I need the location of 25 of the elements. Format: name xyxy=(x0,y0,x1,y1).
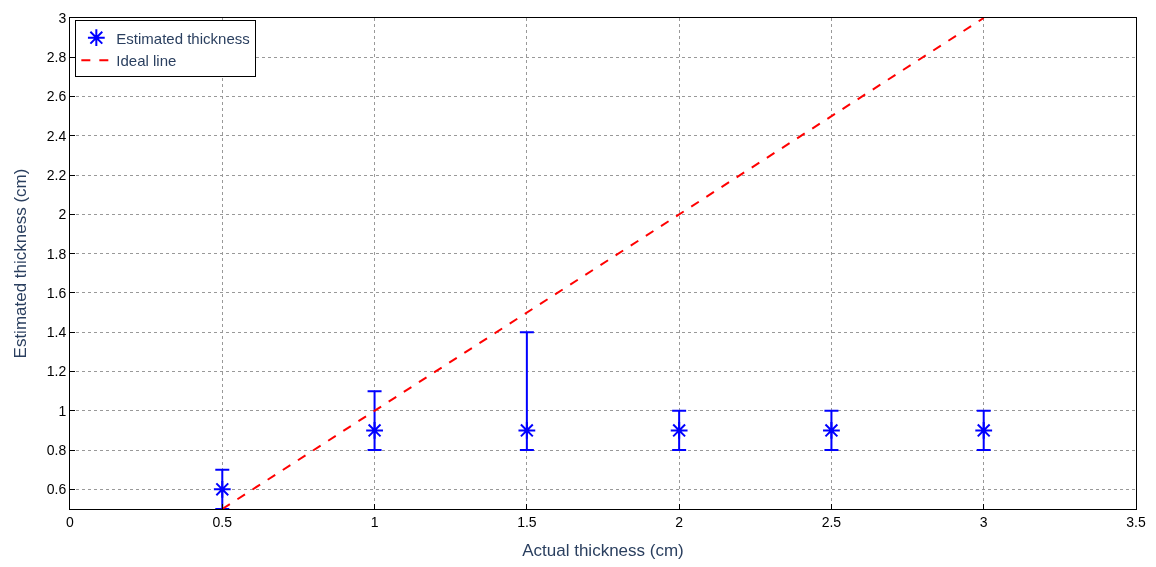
y-tick-label: 1.2 xyxy=(46,363,67,380)
y-tick-label: 1.4 xyxy=(46,324,67,341)
x-tick-label: 2 xyxy=(675,513,684,530)
y-tick-label: 1 xyxy=(58,402,67,419)
y-tick-label: 1.6 xyxy=(46,284,67,301)
y-tick-label: 0.8 xyxy=(46,441,67,458)
x-tick-label: 2.5 xyxy=(821,513,842,530)
y-tick-label: 2.8 xyxy=(46,49,67,66)
x-axis-title: Actual thickness (cm) xyxy=(522,541,684,561)
legend-label: Ideal line xyxy=(116,52,177,70)
y-tick-label: 3 xyxy=(58,9,67,26)
x-tick-label: 1 xyxy=(370,513,379,530)
y-tick-label: 2.2 xyxy=(46,167,67,184)
x-tick-label: 0 xyxy=(66,513,75,530)
y-tick-label: 1.8 xyxy=(46,245,67,262)
y-tick-label: 2.4 xyxy=(46,127,67,144)
x-tick-label: 0.5 xyxy=(212,513,233,530)
y-tick-label: 0.6 xyxy=(46,481,67,498)
y-axis-title: Estimated thickness (cm) xyxy=(11,168,31,359)
y-tick-label: 2.6 xyxy=(46,88,67,105)
legend-label: Estimated thickness xyxy=(116,29,250,47)
x-tick-label: 3.5 xyxy=(1126,513,1146,530)
y-tick-label: 2 xyxy=(58,206,67,223)
x-tick-label: 1.5 xyxy=(517,513,537,530)
x-tick-label: 3 xyxy=(979,513,988,530)
